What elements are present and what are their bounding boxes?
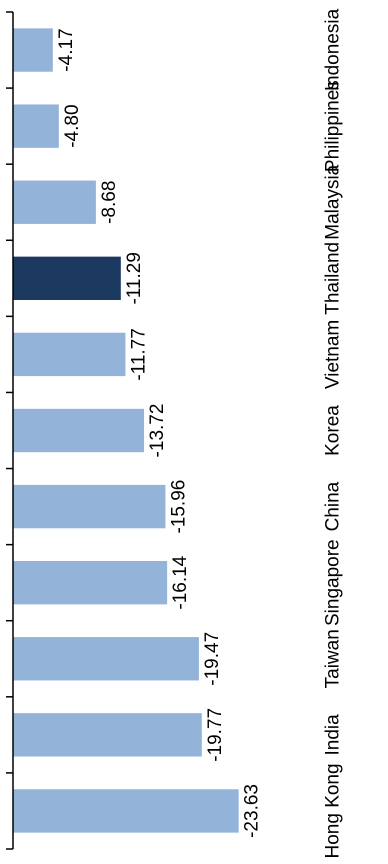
category-label-china: China xyxy=(323,481,344,531)
bar-hong-kong xyxy=(13,789,239,833)
bar-malaysia xyxy=(13,180,96,224)
bar-vietnam xyxy=(13,332,126,377)
category-label-thailand: Thailand xyxy=(323,242,344,315)
bar-singapore xyxy=(13,560,168,605)
category-labels: Hong Kong India Taiwan Singapore China Korea V… xyxy=(323,8,344,858)
value-label-china: -15.96 xyxy=(168,480,189,534)
value-label-malaysia: -8.68 xyxy=(99,181,120,224)
value-label-india: -19.77 xyxy=(205,708,226,762)
value-label-taiwan: -19.47 xyxy=(202,632,223,686)
value-label-indonesia: -4.17 xyxy=(56,28,77,71)
bar-philippines xyxy=(13,104,59,148)
bar-china xyxy=(13,484,166,529)
category-label-philippines: Philippines xyxy=(323,80,344,172)
value-label-philippines: -4.80 xyxy=(62,104,83,147)
category-label-singapore: Singapore xyxy=(323,539,344,626)
category-label-korea: Korea xyxy=(323,405,344,456)
category-label-hong-kong: Hong Kong xyxy=(323,763,344,858)
bar-korea xyxy=(13,408,145,453)
bar-thailand xyxy=(13,256,121,301)
bar-taiwan xyxy=(13,637,199,681)
category-label-indonesia: Indonesia xyxy=(323,8,344,91)
category-label-malaysia: Malaysia xyxy=(323,164,344,239)
category-axis xyxy=(6,11,14,850)
value-label-thailand: -11.29 xyxy=(124,252,145,304)
bar-india xyxy=(13,713,202,757)
value-label-singapore: -16.14 xyxy=(170,555,191,609)
category-label-india: India xyxy=(323,714,344,756)
bar-indonesia xyxy=(13,28,53,72)
category-label-taiwan: Taiwan xyxy=(323,629,344,688)
category-label-vietnam: Vietnam xyxy=(323,320,344,389)
bars xyxy=(13,28,239,833)
value-label-vietnam: -11.77 xyxy=(128,328,149,380)
value-label-korea: -13.72 xyxy=(147,404,168,458)
value-label-hong-kong: -23.63 xyxy=(242,784,263,838)
value-labels: -23.63 -19.77 -19.47 -16.14 -15.96 -13.72 -11.… xyxy=(56,28,263,838)
